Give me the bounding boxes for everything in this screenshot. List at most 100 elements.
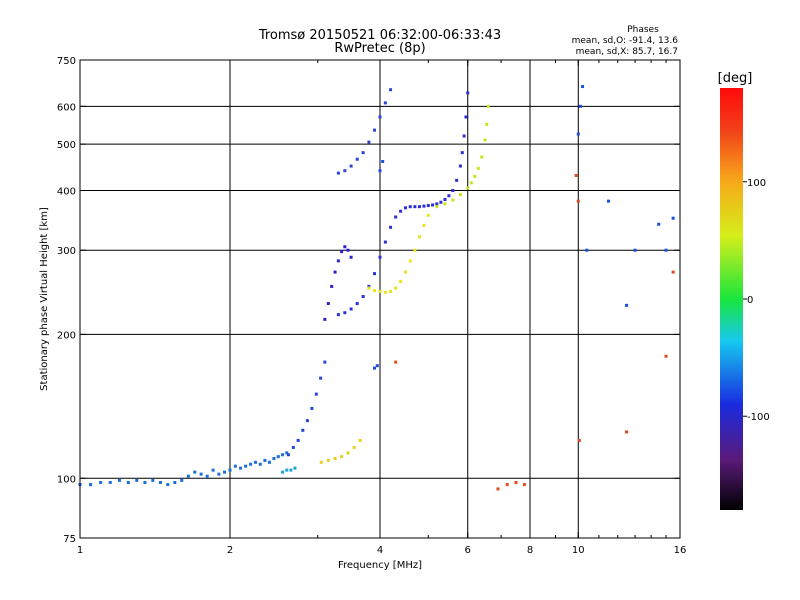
chart-subtitle: RwPretec (8p): [334, 41, 425, 56]
echo-point: [296, 438, 300, 442]
x-tick-label: 1: [77, 545, 83, 556]
echo-point: [607, 199, 611, 203]
echo-point: [469, 181, 473, 185]
colorbar-tick-label: 100: [747, 178, 766, 189]
grid: [80, 60, 680, 538]
echo-point: [523, 483, 527, 487]
echo-point: [373, 366, 377, 370]
echo-point: [466, 186, 470, 190]
colorbar-label: [deg]: [718, 71, 753, 86]
chart-title: Tromsø 20150521 06:32:00-06:33:43: [258, 28, 501, 43]
x-tick-label: 10: [572, 545, 585, 556]
echo-point: [413, 205, 417, 209]
phases-heading: Phases: [627, 25, 659, 35]
echo-point: [373, 272, 377, 276]
echo-point: [117, 478, 121, 482]
echo-point: [301, 428, 305, 432]
echo-point: [323, 317, 327, 321]
echo-point: [389, 225, 393, 229]
echo-point: [447, 194, 451, 198]
echo-point: [378, 289, 382, 293]
echo-point: [389, 88, 393, 92]
echo-point: [180, 478, 184, 482]
echo-point: [349, 164, 353, 168]
echo-point: [375, 364, 379, 368]
echo-point: [361, 151, 365, 155]
echo-point: [480, 155, 484, 159]
echo-point: [451, 198, 455, 202]
echo-point: [426, 213, 430, 217]
y-tick-label: 75: [63, 534, 76, 545]
x-axis-label: Frequency [MHz]: [338, 560, 422, 571]
phases-o-mode: mean, sd,O: -91.4, 13.6: [572, 36, 679, 46]
echo-point: [343, 245, 347, 249]
echo-point: [281, 470, 285, 474]
echo-point: [291, 445, 295, 449]
echo-point: [258, 462, 262, 466]
echo-point: [373, 289, 377, 293]
echo-point: [323, 360, 327, 364]
echo-point: [473, 174, 477, 178]
colorbar-tick-label: 0: [747, 295, 753, 306]
echo-point: [485, 122, 489, 126]
echo-point: [455, 178, 459, 182]
echo-point: [343, 311, 347, 315]
echo-point: [205, 474, 209, 478]
echo-point: [173, 480, 177, 484]
echo-point: [466, 91, 470, 95]
echo-point: [310, 406, 314, 410]
echo-point: [383, 101, 387, 105]
echo-point: [355, 302, 359, 306]
echo-point: [664, 354, 668, 358]
echo-point: [378, 169, 382, 173]
echo-point: [326, 458, 330, 462]
echo-point: [186, 474, 190, 478]
echo-point: [223, 470, 227, 474]
echo-point: [458, 193, 462, 197]
echo-point: [505, 483, 509, 487]
echo-point: [464, 115, 468, 119]
echo-point: [496, 487, 500, 491]
echo-point: [578, 104, 582, 108]
echo-point: [378, 255, 382, 259]
echo-point: [460, 151, 464, 155]
echo-point: [383, 240, 387, 244]
echo-point: [319, 376, 323, 380]
echo-point: [244, 464, 248, 468]
x-tick-label: 2: [227, 545, 233, 556]
echo-point: [340, 250, 344, 254]
echo-point: [358, 438, 362, 442]
echo-point: [199, 472, 203, 476]
echo-point: [285, 451, 289, 455]
colorbar: [720, 88, 743, 510]
echo-point: [576, 132, 580, 136]
echo-point: [285, 468, 289, 472]
echo-point: [211, 468, 215, 472]
echo-point: [381, 159, 385, 163]
echo-point: [383, 290, 387, 294]
echo-point: [286, 453, 290, 457]
echo-point: [99, 480, 103, 484]
echo-point: [657, 222, 661, 226]
echo-point: [451, 188, 455, 192]
echo-point: [314, 392, 318, 396]
y-tick-label: 100: [57, 474, 76, 485]
echo-point: [126, 480, 130, 484]
echo-point: [336, 313, 340, 317]
echo-point: [435, 205, 439, 209]
echo-point: [267, 460, 271, 464]
echo-point: [361, 295, 365, 299]
y-tick-label: 400: [57, 186, 76, 197]
echo-point: [249, 462, 253, 466]
echo-point: [439, 200, 443, 204]
echo-point: [135, 478, 139, 482]
x-tick-label: 8: [527, 545, 533, 556]
echo-point: [483, 138, 487, 142]
echo-point: [389, 289, 393, 293]
colorbar-tick-label: -100: [747, 412, 770, 423]
y-tick-label: 500: [57, 140, 76, 151]
echo-point: [143, 480, 147, 484]
echo-point: [574, 173, 578, 177]
echo-point: [577, 438, 581, 442]
echo-point: [417, 205, 421, 209]
